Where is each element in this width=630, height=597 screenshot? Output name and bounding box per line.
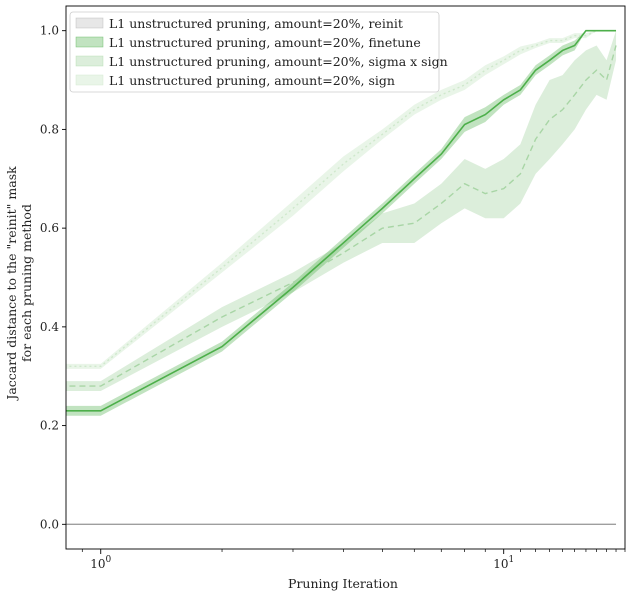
- y-tick-label: 0.6: [40, 221, 59, 235]
- series-lines: [66, 29, 617, 526]
- legend-item-reinit: L1 unstructured pruning, amount=20%, rei…: [75, 16, 403, 31]
- y-axis: 0.0 0.2 0.4 0.6 0.8 1.0: [40, 24, 66, 531]
- x-tick-label: 101: [493, 555, 514, 571]
- x-tick-label: 100: [90, 555, 111, 571]
- y-tick-label: 0.4: [40, 320, 59, 334]
- line-sign: [66, 29, 617, 368]
- legend-swatch-sigma-sign: [75, 55, 104, 67]
- y-axis-label-line-2: for each pruning method: [19, 204, 34, 362]
- x-axis: 100 101: [81, 549, 626, 571]
- line-sigma-sign: [66, 45, 617, 387]
- legend-item-finetune: L1 unstructured pruning, amount=20%, fin…: [75, 35, 421, 50]
- legend-label-sign: L1 unstructured pruning, amount=20%, sig…: [109, 73, 395, 88]
- line-finetune: [66, 29, 617, 412]
- legend-label-sigma-sign: L1 unstructured pruning, amount=20%, sig…: [109, 54, 448, 69]
- y-tick-label: 0.0: [40, 517, 59, 531]
- x-axis-label: Pruning Iteration: [288, 576, 398, 591]
- band-sign: [66, 30, 617, 369]
- legend-item-sign: L1 unstructured pruning, amount=20%, sig…: [75, 73, 395, 88]
- y-axis-label: Jaccard distance to the "reinit" mask fo…: [4, 166, 34, 402]
- y-tick-label: 0.8: [40, 122, 59, 136]
- legend: L1 unstructured pruning, amount=20%, rei…: [69, 11, 448, 93]
- y-tick-label: 1.0: [40, 24, 59, 38]
- legend-box: [69, 11, 440, 93]
- band-sigma-sign: [66, 30, 617, 392]
- legend-swatch-finetune: [75, 36, 104, 48]
- legend-swatch-sign: [75, 74, 104, 86]
- legend-label-reinit: L1 unstructured pruning, amount=20%, rei…: [109, 16, 403, 31]
- legend-item-sigma-sign: L1 unstructured pruning, amount=20%, sig…: [75, 54, 448, 69]
- legend-label-finetune: L1 unstructured pruning, amount=20%, fin…: [109, 35, 421, 50]
- legend-swatch-reinit: [75, 17, 104, 29]
- y-axis-label-line-1: Jaccard distance to the "reinit" mask: [4, 166, 19, 402]
- y-tick-label: 0.2: [40, 419, 59, 433]
- confidence-bands: [66, 30, 617, 416]
- plot-frame: [65, 5, 626, 550]
